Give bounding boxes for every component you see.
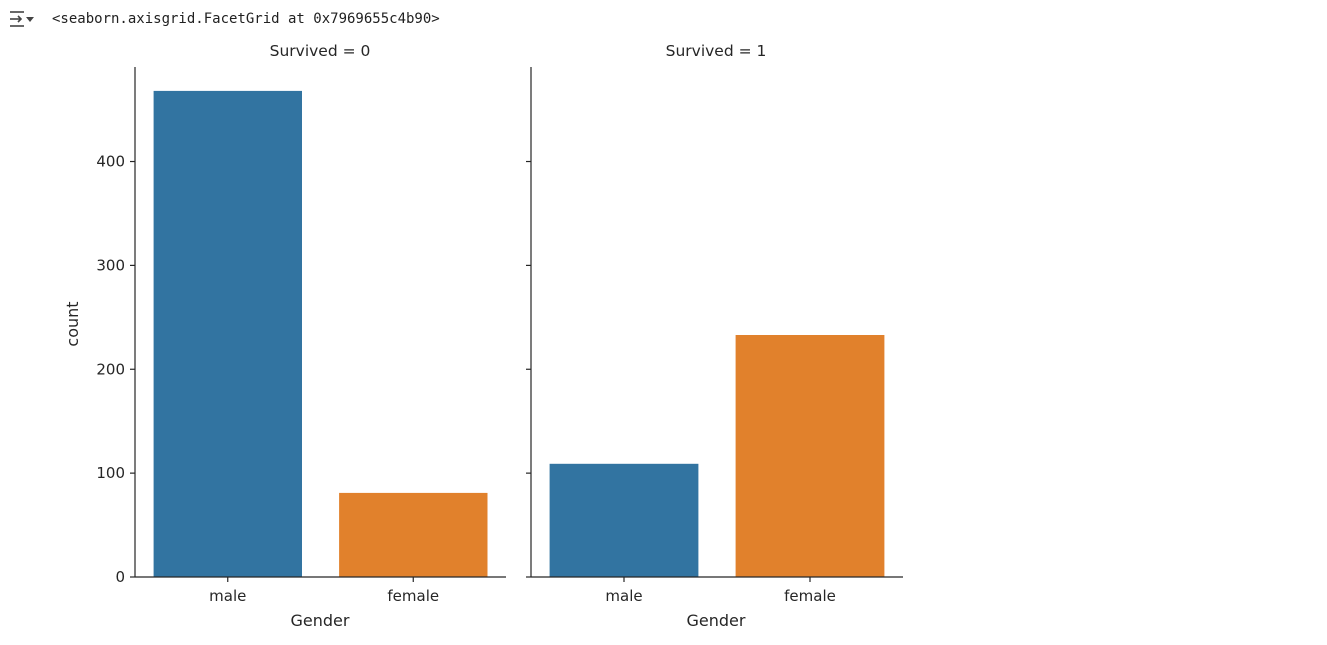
x-axis-label-0: Gender bbox=[291, 611, 350, 630]
bar-female bbox=[735, 335, 885, 577]
y-tick-label: 100 bbox=[96, 464, 125, 482]
y-tick-label: 200 bbox=[96, 360, 125, 378]
facet-title-0: Survived = 0 bbox=[270, 42, 371, 60]
y-tick-label: 400 bbox=[96, 153, 125, 171]
x-tick-label-male: male bbox=[605, 587, 642, 605]
facet-title-1: Survived = 1 bbox=[666, 42, 767, 60]
bar-male bbox=[153, 90, 302, 578]
y-tick-label: 300 bbox=[96, 256, 125, 274]
bar-male bbox=[549, 463, 699, 577]
cell-output-header: <seaborn.axisgrid.FacetGrid at 0x7969655… bbox=[0, 0, 1327, 38]
x-tick-label-female: female bbox=[784, 587, 836, 605]
facet-survived-0: Survived = 0 count Gender 0 100 200 300 400 m… bbox=[63, 42, 506, 630]
output-repr-text: <seaborn.axisgrid.FacetGrid at 0x7969655… bbox=[52, 11, 440, 27]
x-axis-label-1: Gender bbox=[687, 611, 746, 630]
facet-survived-1: Survived = 1 Gender male female bbox=[526, 42, 903, 630]
x-tick-label-female: female bbox=[387, 587, 439, 605]
y-axis-label: count bbox=[63, 301, 82, 346]
y-tick-label: 0 bbox=[115, 568, 125, 586]
bar-female bbox=[339, 492, 488, 577]
x-tick-label-male: male bbox=[209, 587, 246, 605]
output-collapse-icon[interactable] bbox=[8, 9, 38, 29]
